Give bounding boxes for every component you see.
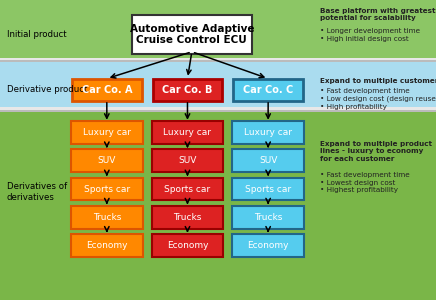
FancyBboxPatch shape (72, 79, 142, 101)
Text: Sports car: Sports car (245, 184, 291, 194)
Text: Automotive Adaptive
Cruise Control ECU: Automotive Adaptive Cruise Control ECU (129, 24, 254, 45)
FancyBboxPatch shape (232, 234, 304, 257)
FancyBboxPatch shape (233, 79, 303, 101)
Text: Expand to multiple customers: Expand to multiple customers (320, 78, 436, 84)
Text: Luxury car: Luxury car (164, 128, 211, 137)
Text: SUV: SUV (98, 156, 116, 165)
Bar (0, 107, 436, 110)
FancyBboxPatch shape (152, 178, 223, 200)
Text: Economy: Economy (247, 241, 289, 250)
FancyBboxPatch shape (132, 15, 252, 54)
Text: Initial product: Initial product (7, 30, 66, 39)
FancyBboxPatch shape (71, 206, 143, 229)
FancyBboxPatch shape (71, 121, 143, 144)
Text: Luxury car: Luxury car (244, 128, 292, 137)
FancyBboxPatch shape (152, 149, 223, 172)
Text: Trucks: Trucks (254, 213, 283, 222)
Bar (0, 60, 436, 62)
FancyBboxPatch shape (232, 178, 304, 200)
Text: Car Co. C: Car Co. C (243, 85, 293, 95)
Text: Expand to multiple product
lines - luxury to economy
for each customer: Expand to multiple product lines - luxur… (320, 141, 433, 162)
Bar (0, 0, 436, 60)
FancyBboxPatch shape (152, 121, 223, 144)
Text: Derivatives of
derivatives: Derivatives of derivatives (7, 182, 67, 202)
Text: Trucks: Trucks (173, 213, 202, 222)
Text: Car Co. A: Car Co. A (82, 85, 132, 95)
Text: Sports car: Sports car (164, 184, 211, 194)
Bar (0, 110, 436, 112)
FancyBboxPatch shape (232, 206, 304, 229)
Bar (0, 110, 436, 300)
Text: Luxury car: Luxury car (83, 128, 131, 137)
FancyBboxPatch shape (152, 234, 223, 257)
Bar (0, 60, 436, 110)
Text: SUV: SUV (178, 156, 197, 165)
FancyBboxPatch shape (71, 149, 143, 172)
Text: Derivative product: Derivative product (7, 85, 87, 94)
FancyBboxPatch shape (71, 178, 143, 200)
FancyBboxPatch shape (153, 79, 222, 101)
Text: • Fast development time
• Low design cost (design reuse)
• High profitability: • Fast development time • Low design cos… (320, 88, 436, 110)
Text: Economy: Economy (167, 241, 208, 250)
FancyBboxPatch shape (71, 234, 143, 257)
Bar (0, 58, 436, 60)
Text: Economy: Economy (86, 241, 128, 250)
FancyBboxPatch shape (152, 206, 223, 229)
Text: Car Co. B: Car Co. B (162, 85, 213, 95)
Text: • Longer development time
• High initial design cost: • Longer development time • High initial… (320, 28, 421, 42)
Text: Trucks: Trucks (92, 213, 121, 222)
FancyBboxPatch shape (232, 121, 304, 144)
Text: Base platform with greatest
potential for scalability: Base platform with greatest potential fo… (320, 8, 436, 21)
FancyBboxPatch shape (232, 149, 304, 172)
Text: SUV: SUV (259, 156, 277, 165)
Text: Sports car: Sports car (84, 184, 130, 194)
Text: • Fast development time
• Lowest design cost
• Highest profitability: • Fast development time • Lowest design … (320, 172, 410, 194)
